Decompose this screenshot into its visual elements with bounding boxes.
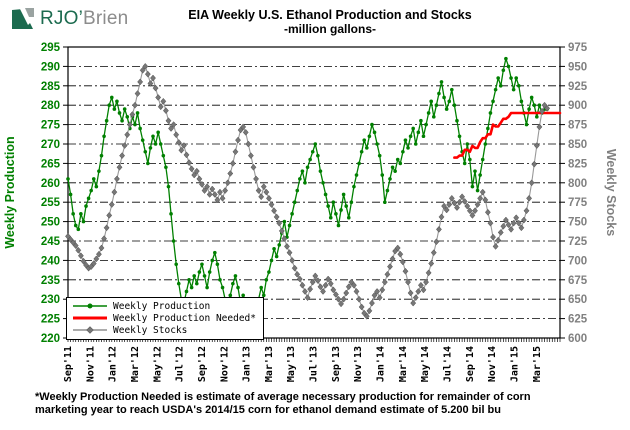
title-block: EIA Weekly U.S. Ethanol Production and S… [115, 8, 545, 36]
svg-text:Nov'11: Nov'11 [85, 346, 96, 382]
chart-legend: Weekly Production Weekly Production Need… [66, 297, 264, 340]
svg-text:Jul'12: Jul'12 [175, 346, 186, 382]
legend-swatch-weekly-stocks [72, 322, 108, 340]
svg-text:Nov'13: Nov'13 [353, 346, 364, 382]
left-axis-title: Weekly Production [3, 136, 17, 248]
svg-text:650: 650 [568, 294, 587, 306]
plot-frame [67, 46, 561, 339]
svg-text:Nov'14: Nov'14 [487, 346, 498, 382]
rjo-brien-logo: RJO’Brien [10, 6, 128, 32]
svg-text:255: 255 [41, 197, 61, 209]
left-axis: 220 225 230 235 240 245 250 255 260 265 270 275 280 2… [41, 42, 68, 345]
footnote-line-1: *Weekly Production Needed is estimate of… [35, 391, 531, 403]
svg-text:875: 875 [568, 120, 588, 132]
legend-label-weekly-production: Weekly Production [113, 301, 211, 312]
legend-item-weekly-production: Weekly Production [72, 301, 256, 312]
svg-text:250: 250 [41, 217, 60, 229]
svg-text:Sep'11: Sep'11 [63, 346, 74, 382]
svg-text:Jan'14: Jan'14 [376, 346, 387, 382]
legend-swatch-weekly-production [72, 298, 108, 316]
svg-text:Sep'13: Sep'13 [331, 346, 342, 382]
x-axis-ticks [67, 338, 561, 342]
svg-text:225: 225 [41, 314, 61, 326]
svg-text:Sep'12: Sep'12 [197, 346, 208, 382]
logo-text-brien: Brien [83, 8, 129, 29]
svg-text:275: 275 [41, 120, 61, 132]
svg-text:Jan'13: Jan'13 [242, 346, 253, 382]
svg-text:265: 265 [41, 158, 61, 170]
legend-label-weekly-production-needed: Weekly Production Needed* [113, 313, 256, 324]
legend-swatch-weekly-production-needed [72, 310, 108, 328]
footnote: *Weekly Production Needed is estimate of… [35, 391, 613, 417]
chart-title: EIA Weekly U.S. Ethanol Production and S… [188, 8, 472, 22]
legend-item-weekly-stocks: Weekly Stocks [72, 325, 256, 336]
svg-text:240: 240 [41, 255, 60, 267]
svg-text:850: 850 [568, 139, 587, 151]
series-weekly-production-needed [453, 111, 562, 159]
legend-label-weekly-stocks: Weekly Stocks [113, 325, 188, 336]
svg-text:925: 925 [568, 81, 588, 93]
svg-text:Mar'15: Mar'15 [532, 346, 543, 382]
svg-text:Jul'13: Jul'13 [309, 346, 320, 382]
rjo-brien-logo-icon [12, 8, 34, 29]
svg-text:295: 295 [41, 42, 61, 54]
svg-text:May'14: May'14 [420, 346, 431, 382]
svg-text:600: 600 [568, 333, 587, 345]
rjo-brien-logo-text: RJO’Brien [40, 8, 128, 30]
svg-text:950: 950 [568, 61, 587, 73]
svg-text:May'13: May'13 [286, 346, 297, 382]
svg-text:Mar'12: Mar'12 [130, 346, 141, 382]
svg-text:220: 220 [41, 333, 60, 345]
svg-text:700: 700 [568, 255, 587, 267]
svg-text:825: 825 [568, 158, 588, 170]
svg-text:285: 285 [41, 81, 61, 93]
series-weekly-stocks [65, 63, 551, 320]
svg-text:Nov'12: Nov'12 [219, 346, 230, 382]
svg-text:Jan'12: Jan'12 [108, 346, 119, 382]
svg-text:Jan'15: Jan'15 [509, 346, 520, 382]
svg-text:290: 290 [41, 61, 60, 73]
svg-text:750: 750 [568, 217, 587, 229]
logo-text-rjo: RJO’ [40, 8, 84, 29]
svg-text:May'12: May'12 [152, 346, 163, 382]
svg-text:Mar'14: Mar'14 [398, 346, 409, 382]
svg-text:800: 800 [568, 178, 587, 190]
svg-text:270: 270 [41, 139, 60, 151]
svg-text:230: 230 [41, 294, 60, 306]
svg-text:Jul'14: Jul'14 [443, 346, 454, 382]
right-axis: 600 625 650 675 700 725 750 775 800 825 850 875 900 9… [560, 42, 588, 345]
svg-text:900: 900 [568, 100, 587, 112]
svg-text:235: 235 [41, 275, 61, 287]
svg-text:675: 675 [568, 275, 588, 287]
footnote-line-2: marketing year to reach USDA's 2014/15 c… [35, 404, 501, 416]
svg-text:975: 975 [568, 42, 588, 54]
svg-text:280: 280 [41, 100, 60, 112]
svg-text:Mar'13: Mar'13 [264, 346, 275, 382]
svg-text:775: 775 [568, 197, 588, 209]
svg-text:725: 725 [568, 236, 588, 248]
legend-item-weekly-production-needed: Weekly Production Needed* [72, 313, 256, 324]
svg-text:245: 245 [41, 236, 61, 248]
series-weekly-production [66, 56, 549, 329]
svg-text:260: 260 [41, 178, 60, 190]
svg-text:Sep'14: Sep'14 [465, 346, 476, 382]
chart-subtitle: -million gallons- [284, 22, 376, 36]
x-axis-labels: Sep'11 Nov'11 Jan'12 Mar'12 May'12 Jul'12 Sep'… [63, 346, 543, 382]
right-axis-title: Weekly Stocks [604, 149, 618, 236]
svg-text:625: 625 [568, 314, 588, 326]
